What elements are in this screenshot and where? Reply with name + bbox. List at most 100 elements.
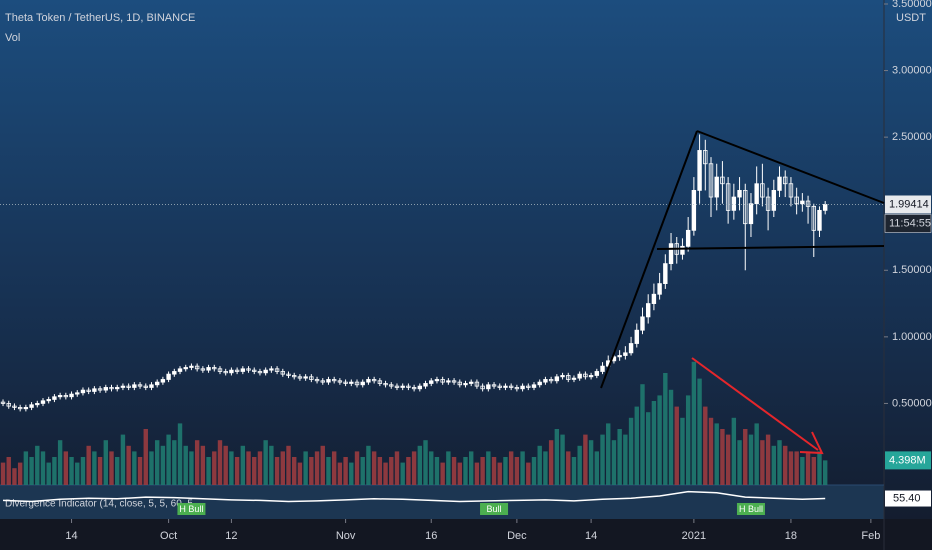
currency: USDT: [896, 12, 926, 24]
x-tick-label: 14: [585, 530, 597, 542]
volume-bar: [685, 395, 691, 485]
volume-bar: [143, 429, 148, 485]
volume-bar: [731, 417, 737, 485]
volume-bar: [640, 384, 645, 485]
candle-body: [52, 396, 57, 400]
divergence-label: H Bull: [179, 504, 203, 514]
volume-bar: [406, 457, 411, 485]
volume-bar: [800, 457, 805, 485]
volume-bar: [126, 445, 131, 485]
x-tick-label: 2021: [682, 530, 706, 542]
candle-body: [97, 388, 103, 391]
candle-body: [12, 405, 17, 408]
candle-body: [697, 150, 702, 191]
volume-bar: [389, 457, 394, 485]
volume-bar: [623, 434, 628, 485]
volume-bar: [0, 462, 6, 485]
volume-bar: [606, 423, 611, 485]
volume-bar: [69, 457, 74, 485]
volume-bar: [303, 451, 308, 485]
volume-bar: [97, 457, 103, 485]
candle-body: [628, 343, 634, 354]
volume-bar: [29, 457, 34, 485]
candle-body: [309, 376, 314, 380]
volume-bar: [691, 361, 697, 485]
candle-body: [194, 365, 200, 370]
candle-body: [143, 385, 148, 388]
volume-bar: [229, 451, 234, 485]
candle-body: [600, 365, 605, 372]
candle-body: [326, 379, 331, 383]
volume-bar: [274, 457, 280, 485]
candle-body: [588, 375, 594, 378]
candle-body: [63, 395, 69, 398]
volume-bar: [577, 445, 582, 485]
volume-bar: [286, 445, 291, 485]
candle-body: [29, 404, 34, 408]
volume-bar: [17, 462, 23, 485]
volume-bar: [63, 451, 69, 485]
candle-body: [531, 384, 537, 388]
volume-bar: [86, 445, 91, 485]
x-tick-label: Nov: [336, 530, 356, 542]
candle-body: [349, 381, 354, 384]
volume-bar: [149, 451, 154, 485]
volume-bar: [783, 445, 788, 485]
candle-body: [40, 400, 46, 404]
candle-body: [469, 381, 474, 384]
candle-body: [668, 243, 674, 265]
candle-body: [6, 403, 11, 407]
volume-bar: [788, 451, 794, 485]
candle-body: [577, 373, 582, 379]
volume-bar: [771, 445, 777, 485]
volume-bar: [360, 457, 365, 485]
volume-bar: [92, 451, 97, 485]
volume-bar: [508, 451, 514, 485]
candle-body: [480, 385, 485, 390]
candle-body: [617, 355, 622, 358]
candle-body: [80, 389, 86, 394]
candle-body: [343, 381, 348, 384]
volume-bar: [486, 451, 491, 485]
volume-bar: [6, 457, 11, 485]
countdown: 11:54:55: [889, 217, 931, 229]
candle-body: [731, 196, 737, 211]
candle-body: [17, 407, 23, 410]
candle-body: [177, 368, 183, 372]
divergence-label: Bull: [487, 504, 502, 514]
candle-body: [434, 379, 440, 382]
candle-body: [429, 380, 434, 384]
volume-bar: [52, 457, 57, 485]
candle-body: [120, 385, 126, 388]
candle-body: [149, 384, 154, 388]
candle-body: [172, 371, 177, 375]
y-tick-label: 3.50000: [892, 0, 932, 10]
candle-body: [817, 209, 822, 231]
volume-bar: [760, 440, 765, 485]
volume-bar: [252, 457, 257, 485]
volume-bar: [583, 434, 588, 485]
volume-bar: [189, 451, 194, 485]
volume-bar: [75, 462, 80, 485]
candle-body: [263, 369, 268, 374]
countdown-box: [884, 214, 932, 233]
divergence-tag: [177, 503, 206, 515]
volume-bar: [377, 457, 383, 485]
candle-body: [183, 367, 188, 370]
volume-bar: [548, 440, 554, 485]
volume-label-box: [885, 451, 931, 470]
trend-line: [656, 245, 885, 250]
volume-bar: [765, 434, 771, 485]
volume-bar: [634, 406, 639, 485]
x-tick-label: Feb: [861, 530, 880, 542]
candle-body: [137, 384, 143, 387]
candle-body: [223, 371, 228, 374]
volume-bar: [651, 401, 657, 485]
x-tick-label: 18: [785, 530, 797, 542]
volume-bar: [115, 457, 120, 485]
volume-bar: [543, 451, 548, 485]
candle-body: [337, 380, 343, 383]
volume-bar: [371, 451, 377, 485]
y-tick-label: 0.50000: [892, 397, 932, 409]
